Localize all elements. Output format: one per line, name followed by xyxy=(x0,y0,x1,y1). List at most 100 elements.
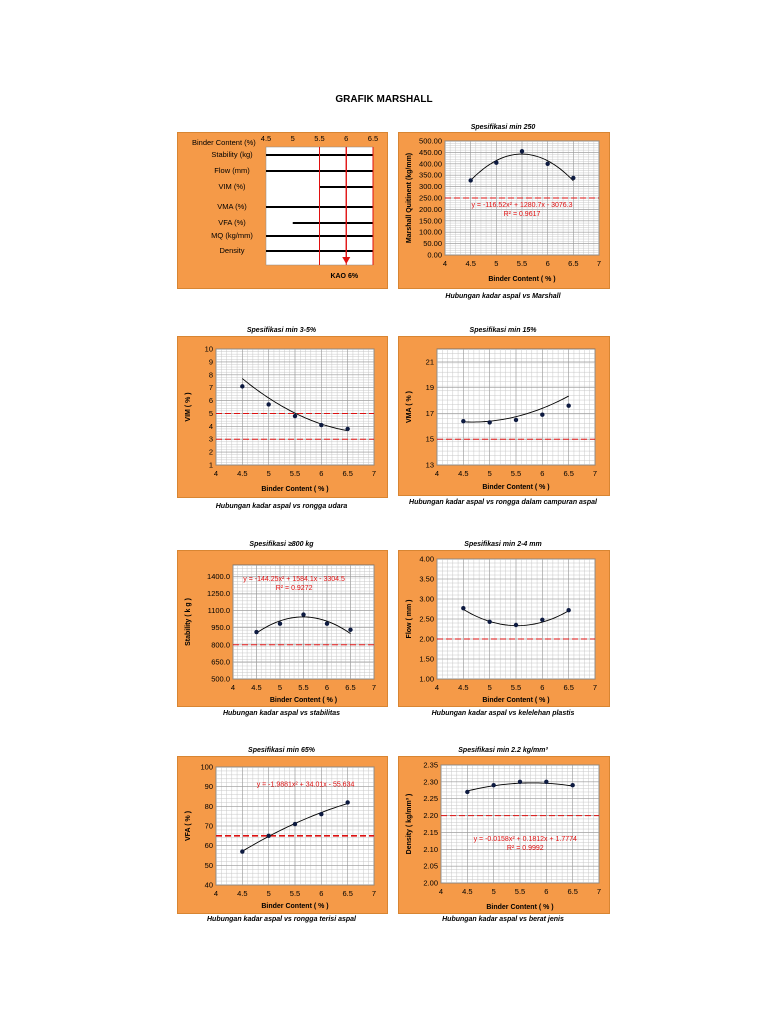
y-tick-label: 60 xyxy=(205,841,213,850)
x-tick-label: 7 xyxy=(372,469,376,478)
trendline-equation: y = -1.9881x² + 34.01x - 55.634 xyxy=(257,782,355,789)
trend-curve xyxy=(242,378,348,432)
y-tick-label: 1.00 xyxy=(419,675,434,684)
caption-marshall: Hubungan kadar aspal vs Marshall xyxy=(445,293,561,300)
chart-vma: 13 15 17 19 21 4 4.5 5 5.5 6 6.5 7 Binder Content ( … xyxy=(406,348,597,491)
trendline-equation: y = -144.25x² + 1584.1x - 3304.5 xyxy=(243,576,345,583)
data-point xyxy=(319,812,324,817)
x-tick-label: 5.5 xyxy=(290,469,300,478)
panel-vfa: 40 50 60 70 80 90 100 4 4.5 5 5.5 6 6.5 7 y = -1.9881x… xyxy=(177,756,388,914)
data-point xyxy=(292,413,298,419)
spec-label-density: Spesifikasi min 2.2 kg/mm³ xyxy=(458,747,548,754)
y-tick-label: 300.00 xyxy=(419,182,442,191)
y-tick-label: 21 xyxy=(426,357,434,366)
x-axis-title: Binder Content ( % ) xyxy=(488,276,555,283)
x-tick-label: 6 xyxy=(544,887,548,896)
data-point xyxy=(240,384,245,389)
data-point xyxy=(570,783,575,788)
x-tick-label: 4.5 xyxy=(458,683,468,692)
data-point xyxy=(266,402,271,407)
x-tick-label: 4.5 xyxy=(251,683,261,692)
y-axis-title: VFA ( % ) xyxy=(185,811,192,841)
y-tick-label: 4 xyxy=(209,422,213,431)
data-point xyxy=(254,629,259,635)
chart-marshall: 0.00 50.00 100.00 150.00 200.00 250.00 300.00 3… xyxy=(406,137,601,284)
summary-row-label: VFA (%) xyxy=(218,218,246,227)
x-tick-label: 4.5 xyxy=(237,889,247,898)
caption-vma: Hubungan kadar aspal vs rongga dalam cam… xyxy=(409,499,597,506)
gridlines xyxy=(215,348,375,466)
x-tick-label: 4.5 xyxy=(462,887,472,896)
x-tick-label: 4 xyxy=(214,469,218,478)
kao-arrow-head xyxy=(342,257,351,264)
data-point xyxy=(545,161,550,166)
y-tick-label: 1250.0 xyxy=(207,589,230,598)
data-point xyxy=(292,821,298,827)
y-tick-label: 2.15 xyxy=(423,828,438,837)
x-tick-label: 5 xyxy=(488,683,492,692)
spec-label-vfa: Spesifikasi min 65% xyxy=(248,747,315,754)
data-point xyxy=(277,621,283,626)
x-tick-label: 4 xyxy=(439,887,443,896)
spec-label-marshall: Spesifikasi min 250 xyxy=(470,124,536,131)
y-tick-label: 500.0 xyxy=(211,675,230,684)
y-tick-label: 250.00 xyxy=(419,194,442,203)
panel-vim: 1 2 3 4 5 6 7 8 9 10 4 4.5 5 5.5 6 6.5 7 Binder Content (… xyxy=(177,336,388,498)
spec-label-stability: Spesifikasi ≥800 kg xyxy=(249,541,314,548)
data-point xyxy=(468,178,473,183)
r-squared: R² = 0.9992 xyxy=(507,845,544,852)
summary-row-label: MQ (kg/mm) xyxy=(211,231,253,240)
y-tick-label: 2 xyxy=(209,448,213,457)
y-tick-label: 4.00 xyxy=(419,555,434,564)
x-tick-label: 4.5 xyxy=(458,469,468,478)
summary-table: Binder Content (%) 4.5 5 5.5 6 6.5 Stability (… xyxy=(192,134,378,280)
summary-x-value: 6.5 xyxy=(368,134,378,143)
panel-vma: 13 15 17 19 21 4 4.5 5 5.5 6 6.5 7 Binder Content ( … xyxy=(398,336,610,496)
chart-vim: 1 2 3 4 5 6 7 8 9 10 4 4.5 5 5.5 6 6.5 7 Binder Content (… xyxy=(185,345,376,494)
data-point xyxy=(519,149,525,154)
y-tick-label: 17 xyxy=(426,409,434,418)
panel-flow: 1.00 1.50 2.00 2.50 3.00 3.50 4.00 4 4.5 5 5.5 6 6.5… xyxy=(398,550,610,707)
x-tick-label: 6 xyxy=(540,683,544,692)
x-tick-label: 4 xyxy=(231,683,235,692)
y-tick-label: 3.50 xyxy=(419,575,434,584)
x-tick-label: 5 xyxy=(267,469,271,478)
x-axis-title: Binder Content ( % ) xyxy=(261,486,328,493)
x-tick-label: 7 xyxy=(593,683,597,692)
x-axis-title: Binder Content ( % ) xyxy=(482,697,549,704)
y-tick-label: 50 xyxy=(205,861,213,870)
y-tick-label: 2.00 xyxy=(423,879,438,888)
y-tick-label: 200.00 xyxy=(419,205,442,214)
summary-x-value: 4.5 xyxy=(261,134,271,143)
data-point xyxy=(540,617,545,622)
x-tick-label: 6.5 xyxy=(568,259,578,268)
y-tick-label: 2.00 xyxy=(419,635,434,644)
x-tick-label: 5.5 xyxy=(290,889,300,898)
data-point xyxy=(348,627,353,632)
y-axis-title: Stability ( k g ) xyxy=(185,598,192,646)
data-point xyxy=(345,426,350,432)
x-axis-title: Binder Content ( % ) xyxy=(482,484,549,491)
y-tick-label: 10 xyxy=(205,345,213,354)
x-axis-title: Binder Content ( % ) xyxy=(261,903,328,910)
x-axis-title: Binder Content ( % ) xyxy=(270,697,337,704)
summary-x-value: 5.5 xyxy=(314,134,324,143)
x-tick-label: 5 xyxy=(278,683,282,692)
panel-density: 2.00 2.05 2.10 2.15 2.20 2.25 2.30 2.35 4 4.5 5 5.5… xyxy=(398,756,610,914)
summary-row-label: Density xyxy=(219,246,244,255)
data-point xyxy=(571,175,576,181)
x-tick-label: 4 xyxy=(435,469,439,478)
y-tick-label: 9 xyxy=(209,357,213,366)
spec-label-flow: Spesifikasi min 2-4 mm xyxy=(464,541,542,548)
y-tick-label: 70 xyxy=(205,822,213,831)
data-point xyxy=(513,622,519,628)
data-point xyxy=(240,849,245,854)
x-tick-label: 5 xyxy=(492,887,496,896)
caption-density: Hubungan kadar aspal vs berat jenis xyxy=(442,916,564,923)
data-point xyxy=(319,422,324,428)
y-axis-title: VIM ( % ) xyxy=(185,392,192,421)
x-tick-label: 6.5 xyxy=(563,469,573,478)
y-tick-label: 2.35 xyxy=(423,761,438,770)
y-tick-label: 2.25 xyxy=(423,794,438,803)
x-tick-label: 5 xyxy=(267,889,271,898)
